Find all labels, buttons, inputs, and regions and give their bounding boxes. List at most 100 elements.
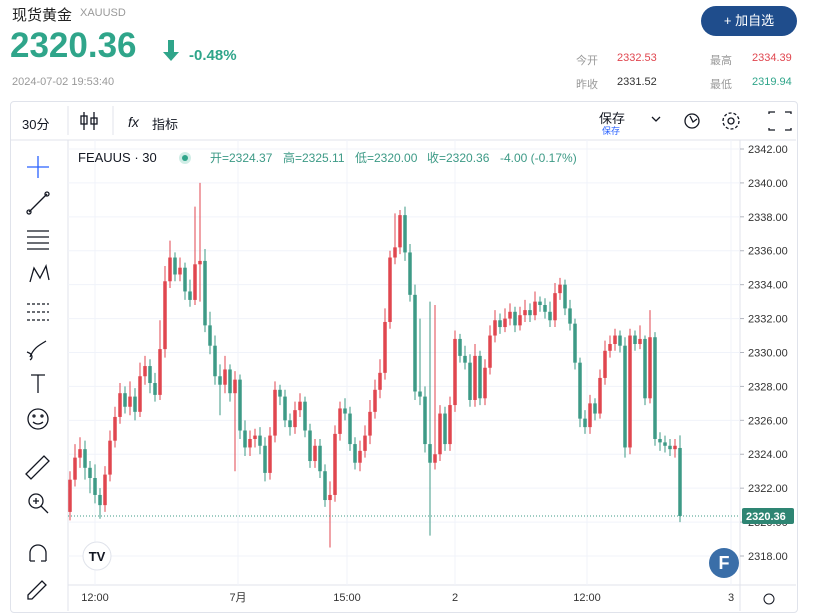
x-tick-label: 2 (452, 592, 458, 604)
candle-body (363, 435, 367, 451)
settings-icon[interactable] (763, 593, 775, 605)
candle-body (548, 311, 552, 321)
candle-body (458, 338, 462, 356)
add-watchlist-button[interactable]: + 加自选 (701, 6, 797, 36)
candle-body (393, 247, 397, 258)
candle-body (678, 447, 682, 516)
candle-body (368, 411, 372, 436)
interval-button[interactable]: 30分 (22, 117, 50, 132)
stat-value: 2331.52 (617, 76, 657, 88)
candle-body (623, 345, 627, 448)
candle-body (558, 284, 562, 294)
candle-body (438, 413, 442, 455)
candle-body (238, 379, 242, 431)
candle-body (488, 335, 492, 368)
candle-body (483, 367, 487, 399)
candle-body (563, 284, 567, 309)
separators (11, 106, 796, 611)
candle-body (283, 396, 287, 421)
candle-body (73, 457, 77, 480)
candle-body (108, 440, 112, 475)
y-tick-label: 2336.00 (748, 246, 788, 258)
candle-body (578, 362, 582, 419)
y-tick-label: 2328.00 (748, 381, 788, 393)
candle-body (213, 345, 217, 377)
candle-body (448, 405, 452, 445)
candle-body (658, 438, 662, 443)
candle-body (373, 389, 377, 412)
legend-low: 低=2320.00 (355, 151, 418, 165)
candle-body (573, 323, 577, 363)
stat-label: 昨收 (576, 79, 598, 91)
save-sub: 保存 (602, 126, 621, 136)
y-tick-label: 2342.00 (748, 144, 788, 156)
candle-body (178, 267, 182, 275)
candle-body (598, 377, 602, 414)
candle-body (308, 430, 312, 462)
y-tick-label: 2338.00 (748, 212, 788, 224)
candle-body (183, 267, 187, 292)
candle-body (138, 376, 142, 412)
candle-body (293, 410, 297, 428)
save-button[interactable]: 保存 (599, 111, 626, 126)
candle-body (158, 349, 162, 395)
y-tick-label: 2326.00 (748, 415, 788, 427)
candle-body (478, 355, 482, 399)
candle-body (173, 257, 177, 275)
last-price-label: 2320.36 (746, 511, 786, 523)
x-tick-label: 15:00 (333, 592, 361, 604)
candle-body (543, 305, 547, 312)
candle-body (208, 325, 212, 346)
change: -0.48% (189, 47, 237, 64)
stat-label: 最高 (710, 55, 732, 67)
candle-body (518, 315, 522, 326)
candle-body (593, 403, 597, 414)
drawing-tools (25, 156, 50, 600)
candle-body (513, 311, 517, 326)
tv-logo (82, 541, 112, 571)
candle-body (528, 310, 532, 316)
candle-body (203, 260, 207, 326)
candle-body (188, 291, 192, 300)
price: 2320.36 (10, 26, 137, 65)
candle-body (233, 379, 237, 394)
candle-body (313, 445, 317, 462)
legend-open: 开=2324.37 (210, 151, 273, 165)
candle-body (278, 389, 282, 397)
stat-label: 今开 (576, 55, 598, 67)
candle-body (408, 252, 412, 295)
candle-body (118, 393, 122, 417)
candle-body (583, 418, 587, 428)
down-arrow (163, 40, 179, 61)
f-logo-text: F (719, 553, 730, 573)
candle-body (463, 355, 467, 363)
candle-body (473, 355, 477, 400)
x-tick-label: 3 (728, 592, 734, 604)
legend-change: -4.00 (-0.17%) (500, 151, 577, 165)
candle-body (323, 471, 327, 501)
y-tick-label: 2334.00 (748, 280, 788, 292)
candle-body (353, 444, 357, 463)
timestamp: 2024-07-02 19:53:40 (12, 76, 115, 88)
candle-body (143, 366, 147, 377)
candle-body (413, 294, 417, 392)
candle-body (638, 338, 642, 345)
stat-value: 2334.39 (752, 52, 792, 64)
x-tick-label: 12:00 (573, 592, 601, 604)
stat-label: 最低 (710, 79, 732, 91)
candle-body (288, 420, 292, 428)
candle-body (328, 494, 332, 501)
candle-body (333, 433, 337, 495)
candle-body (538, 301, 542, 306)
candle-body (168, 257, 172, 282)
candle-body (103, 474, 107, 506)
candle-body (348, 413, 352, 445)
candle-body (193, 264, 197, 300)
candle-body (403, 215, 407, 253)
y-tick-label: 2324.00 (748, 449, 788, 461)
candle-body (453, 338, 457, 406)
candle-body (663, 442, 667, 446)
plot-area: 2318.002320.002322.002324.002326.002328.… (68, 140, 794, 604)
indicators-button[interactable]: 指标 (152, 117, 179, 132)
